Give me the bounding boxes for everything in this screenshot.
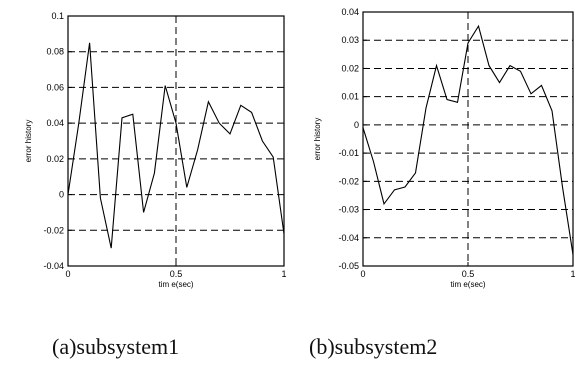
x-tick-label: 1: [570, 269, 575, 279]
y-tick-label: -0.02: [338, 176, 359, 186]
series-line: [67, 42, 285, 249]
y-axis-label: error history: [313, 118, 322, 161]
y-tick-label: 0: [59, 190, 64, 200]
y-tick-label: 0.04: [46, 118, 64, 128]
caption-subsystem2: (b)subsystem2: [309, 334, 438, 359]
axes-frame: [67, 15, 285, 267]
y-tick-label: 0.1: [51, 11, 64, 21]
y-tick-label: -0.01: [338, 148, 359, 158]
y-tick-label: -0.03: [338, 205, 359, 215]
y-tick-label: 0.01: [341, 92, 359, 102]
y-tick-label: 0.02: [46, 154, 64, 164]
x-tick-label: 0.5: [462, 269, 475, 279]
axes-frame: [362, 11, 574, 267]
x-axis-label: tim e(sec): [158, 280, 193, 289]
y-tick-label: -0.05: [338, 261, 359, 271]
series-line: [362, 24, 574, 255]
y-tick-label: 0.03: [341, 35, 359, 45]
y-tick-label: -0.02: [43, 225, 64, 235]
caption-subsystem1: (a)subsystem1: [52, 334, 180, 359]
y-tick-label: 0.02: [341, 63, 359, 73]
y-tick-label: 0.08: [46, 47, 64, 57]
x-tick-label: 1: [281, 269, 286, 279]
chart-subsystem2: 0.04 0.03 0.02 0.01 0 -0.01 -0.02 -0.03 -0.04 -0.…: [313, 7, 575, 289]
y-tick-label: -0.04: [338, 233, 359, 243]
y-tick-label: 0.06: [46, 82, 64, 92]
y-tick-label: 0.04: [341, 7, 359, 17]
x-tick-label: 0: [360, 269, 365, 279]
x-tick-label: 0: [65, 269, 70, 279]
x-axis-label: tim e(sec): [450, 280, 485, 289]
x-tick-label: 0.5: [170, 269, 183, 279]
y-axis-label: error history: [24, 120, 33, 163]
y-tick-label: -0.04: [43, 261, 64, 271]
y-tick-label: 0: [354, 120, 359, 130]
